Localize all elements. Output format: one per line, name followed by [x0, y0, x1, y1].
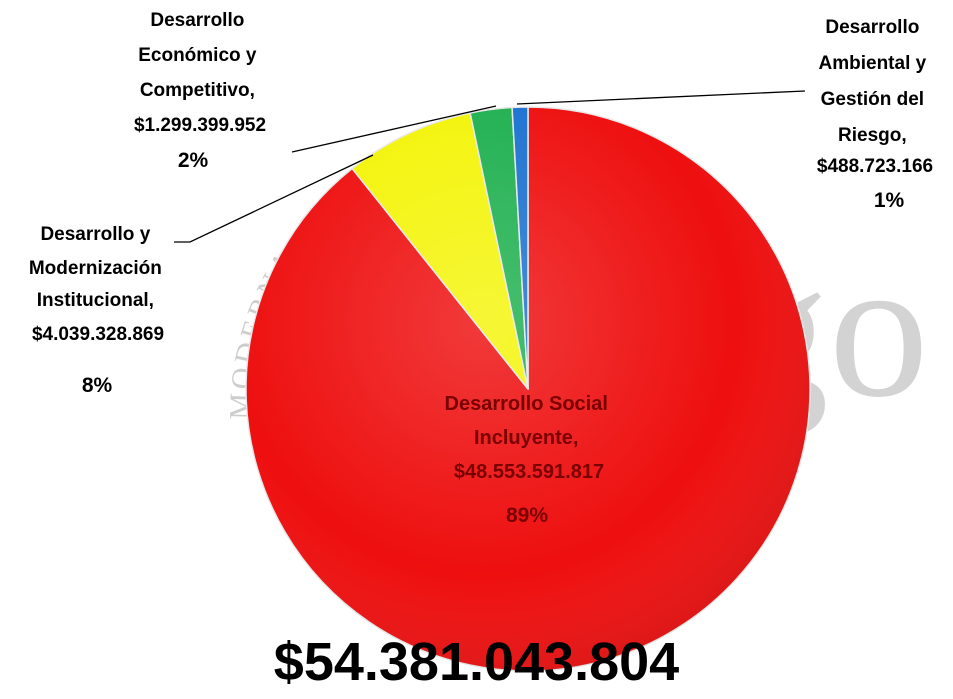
total-amount: $54.381.043.804 [273, 632, 680, 692]
leader-line-economico [291, 105, 497, 153]
label-economico: Desarrollo Económico y Competitivo, $1.2… [134, 10, 266, 136]
percent-economico: 2% [178, 149, 209, 172]
pie-slices [245, 106, 811, 672]
leader-lines [174, 90, 806, 243]
percent-social: 89% [506, 504, 548, 527]
label-modernizacion: Desarrollo y Modernización Institucional… [29, 224, 167, 345]
leader-line-ambiental [516, 90, 806, 105]
percent-ambiental: 1% [874, 189, 905, 212]
slice-labels: Desarrollo Económico y Competitivo, $1.2… [29, 10, 933, 527]
label-social: Desarrollo Social Incluyente, $48.553.59… [445, 393, 614, 483]
label-ambiental: Desarrollo Ambiental y Gestión del Riesg… [817, 17, 933, 177]
leader-line-modernizacion [174, 154, 374, 243]
percent-modernizacion: 8% [82, 374, 113, 397]
